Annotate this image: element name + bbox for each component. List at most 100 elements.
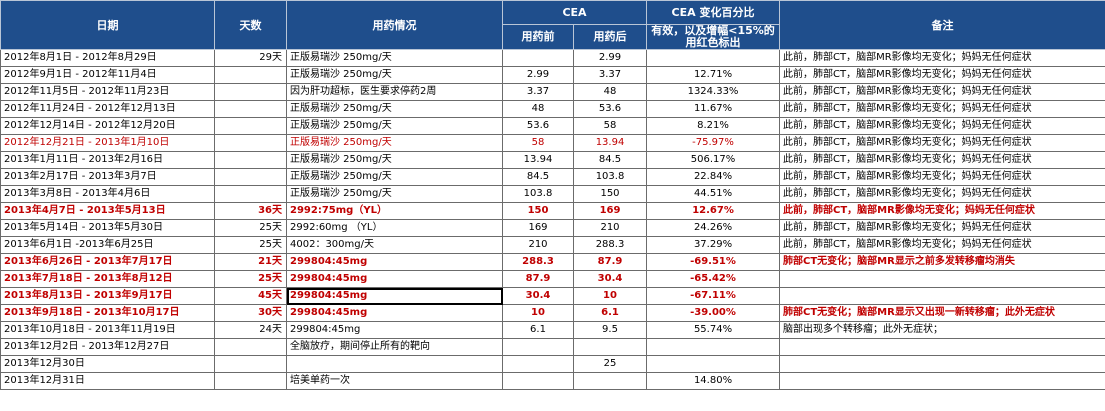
cell-cea-after[interactable] [572, 338, 648, 356]
cell-cea-before[interactable]: 3.37 [502, 83, 574, 101]
cell-cea-after[interactable]: 87.9 [572, 253, 648, 271]
cell-cea-change[interactable]: -39.00% [646, 304, 781, 322]
cell-date[interactable]: 2013年2月17日 - 2013年3月7日 [0, 168, 215, 186]
cell-days[interactable] [214, 355, 287, 373]
cell-cea-after[interactable] [572, 372, 648, 390]
cell-days[interactable]: 21天 [214, 253, 287, 271]
cell-date[interactable]: 2013年7月18日 - 2013年8月12日 [0, 270, 215, 288]
cell-medication[interactable]: 正版易瑞沙 250mg/天 [286, 66, 503, 84]
cell-cea-before[interactable]: 169 [502, 219, 574, 237]
cell-cea-after[interactable]: 210 [572, 219, 648, 237]
cell-days[interactable] [214, 66, 287, 84]
cell-days[interactable]: 30天 [214, 304, 287, 322]
cell-date[interactable]: 2013年12月31日 [0, 372, 215, 390]
cell-cea-before[interactable]: 10 [502, 304, 574, 322]
cell-medication[interactable]: 2992:75mg（YL） [286, 202, 503, 220]
cell-days[interactable]: 24天 [214, 321, 287, 339]
cell-cea-change[interactable]: -67.11% [646, 287, 781, 305]
cell-days[interactable] [214, 338, 287, 356]
cell-cea-change[interactable]: 44.51% [646, 185, 781, 203]
cell-cea-before[interactable]: 2.99 [502, 66, 574, 84]
cell-cea-after[interactable]: 6.1 [572, 304, 648, 322]
cell-notes[interactable]: 此前，肺部CT，脑部MR影像均无变化；妈妈无任何症状 [779, 202, 1105, 220]
cell-medication[interactable]: 299804:45mg [286, 270, 503, 288]
cell-days[interactable] [214, 185, 287, 203]
cell-date[interactable]: 2012年12月21日 - 2013年1月10日 [0, 134, 215, 152]
cell-cea-after[interactable]: 288.3 [572, 236, 648, 254]
cell-cea-change[interactable]: 24.26% [646, 219, 781, 237]
cell-notes[interactable]: 此前，肺部CT，脑部MR影像均无变化；妈妈无任何症状 [779, 66, 1105, 84]
cell-date[interactable]: 2013年12月30日 [0, 355, 215, 373]
cell-notes[interactable]: 此前，肺部CT，脑部MR影像均无变化；妈妈无任何症状 [779, 151, 1105, 169]
header-cea[interactable]: CEA [501, 0, 648, 25]
cell-medication[interactable]: 正版易瑞沙 250mg/天 [286, 134, 503, 152]
cell-medication[interactable]: 全脑放疗，期间停止所有的靶向 [286, 338, 503, 356]
cell-days[interactable] [214, 151, 287, 169]
cell-medication[interactable]: 299804:45mg [286, 304, 503, 322]
header-date[interactable]: 日期 [0, 0, 215, 50]
header-notes[interactable]: 备注 [779, 0, 1105, 50]
cell-medication[interactable]: 正版易瑞沙 250mg/天 [286, 100, 503, 118]
cell-medication[interactable]: 正版易瑞沙 250mg/天 [286, 49, 503, 67]
cell-days[interactable]: 25天 [214, 236, 287, 254]
cell-date[interactable]: 2013年6月1日 -2013年6月25日 [0, 236, 215, 254]
cell-notes[interactable]: 肺部CT无变化；脑部MR显示又出现一新转移瘤；此外无症状 [779, 304, 1105, 322]
cell-cea-before[interactable]: 58 [502, 134, 574, 152]
cell-cea-change[interactable]: 14.80% [646, 372, 781, 390]
cell-notes[interactable]: 此前，肺部CT，脑部MR影像均无变化；妈妈无任何症状 [779, 117, 1105, 135]
cell-days[interactable]: 25天 [214, 270, 287, 288]
cell-notes[interactable]: 此前，肺部CT，脑部MR影像均无变化；妈妈无任何症状 [779, 49, 1105, 67]
cell-days[interactable]: 36天 [214, 202, 287, 220]
cell-medication[interactable] [286, 355, 503, 373]
cell-cea-after[interactable]: 169 [572, 202, 648, 220]
cell-cea-change[interactable]: 37.29% [646, 236, 781, 254]
cell-notes[interactable]: 此前，肺部CT，脑部MR影像均无变化；妈妈无任何症状 [779, 185, 1105, 203]
cell-cea-after[interactable]: 53.6 [572, 100, 648, 118]
cell-date[interactable]: 2013年12月2日 - 2013年12月27日 [0, 338, 215, 356]
cell-medication[interactable]: 正版易瑞沙 250mg/天 [286, 117, 503, 135]
header-cea-change-sub[interactable]: 有效，以及增幅<15%的用红色标出 [646, 24, 781, 50]
cell-notes[interactable]: 此前，肺部CT，脑部MR影像均无变化；妈妈无任何症状 [779, 236, 1105, 254]
cell-medication[interactable]: 299804:45mg [286, 253, 503, 271]
cell-days[interactable] [214, 168, 287, 186]
cell-date[interactable]: 2012年8月1日 - 2012年8月29日 [0, 49, 215, 67]
cell-notes[interactable] [779, 355, 1105, 373]
cell-cea-before[interactable]: 210 [502, 236, 574, 254]
cell-days[interactable] [214, 134, 287, 152]
cell-date[interactable]: 2012年11月24日 - 2012年12月13日 [0, 100, 215, 118]
cell-medication[interactable]: 正版易瑞沙 250mg/天 [286, 151, 503, 169]
cell-medication[interactable]: 因为肝功超标，医生要求停药2周 [286, 83, 503, 101]
cell-cea-change[interactable]: 506.17% [646, 151, 781, 169]
cell-medication[interactable]: 正版易瑞沙 250mg/天 [286, 168, 503, 186]
cell-cea-before[interactable]: 48 [502, 100, 574, 118]
cell-cea-before[interactable]: 6.1 [502, 321, 574, 339]
cell-cea-before[interactable]: 30.4 [502, 287, 574, 305]
cell-days[interactable]: 25天 [214, 219, 287, 237]
cell-cea-before[interactable]: 53.6 [502, 117, 574, 135]
cell-cea-after[interactable]: 13.94 [572, 134, 648, 152]
cell-notes[interactable]: 脑部出现多个转移瘤；此外无症状； [779, 321, 1105, 339]
cell-days[interactable] [214, 372, 287, 390]
cell-cea-before[interactable]: 150 [502, 202, 574, 220]
cell-date[interactable]: 2012年11月5日 - 2012年11月23日 [0, 83, 215, 101]
cell-cea-before[interactable] [502, 49, 574, 67]
cell-cea-change[interactable]: 8.21% [646, 117, 781, 135]
cell-cea-after[interactable]: 30.4 [572, 270, 648, 288]
cell-notes[interactable] [779, 287, 1105, 305]
cell-date[interactable]: 2013年6月26日 - 2013年7月17日 [0, 253, 215, 271]
cell-cea-change[interactable]: 55.74% [646, 321, 781, 339]
cell-cea-after[interactable]: 25 [572, 355, 648, 373]
cell-cea-after[interactable]: 3.37 [572, 66, 648, 84]
cell-medication[interactable]: 4002：300mg/天 [286, 236, 503, 254]
cell-cea-change[interactable] [646, 355, 781, 373]
cell-date[interactable]: 2012年9月1日 - 2012年11月4日 [0, 66, 215, 84]
cell-notes[interactable]: 此前，肺部CT，脑部MR影像均无变化；妈妈无任何症状 [779, 168, 1105, 186]
cell-days[interactable] [214, 100, 287, 118]
cell-medication[interactable]: 正版易瑞沙 250mg/天 [286, 185, 503, 203]
cell-cea-before[interactable]: 13.94 [502, 151, 574, 169]
cell-days[interactable]: 45天 [214, 287, 287, 305]
cell-cea-change[interactable] [646, 338, 781, 356]
cell-cea-change[interactable]: -65.42% [646, 270, 781, 288]
cell-cea-after[interactable]: 58 [572, 117, 648, 135]
cell-cea-change[interactable]: -75.97% [646, 134, 781, 152]
